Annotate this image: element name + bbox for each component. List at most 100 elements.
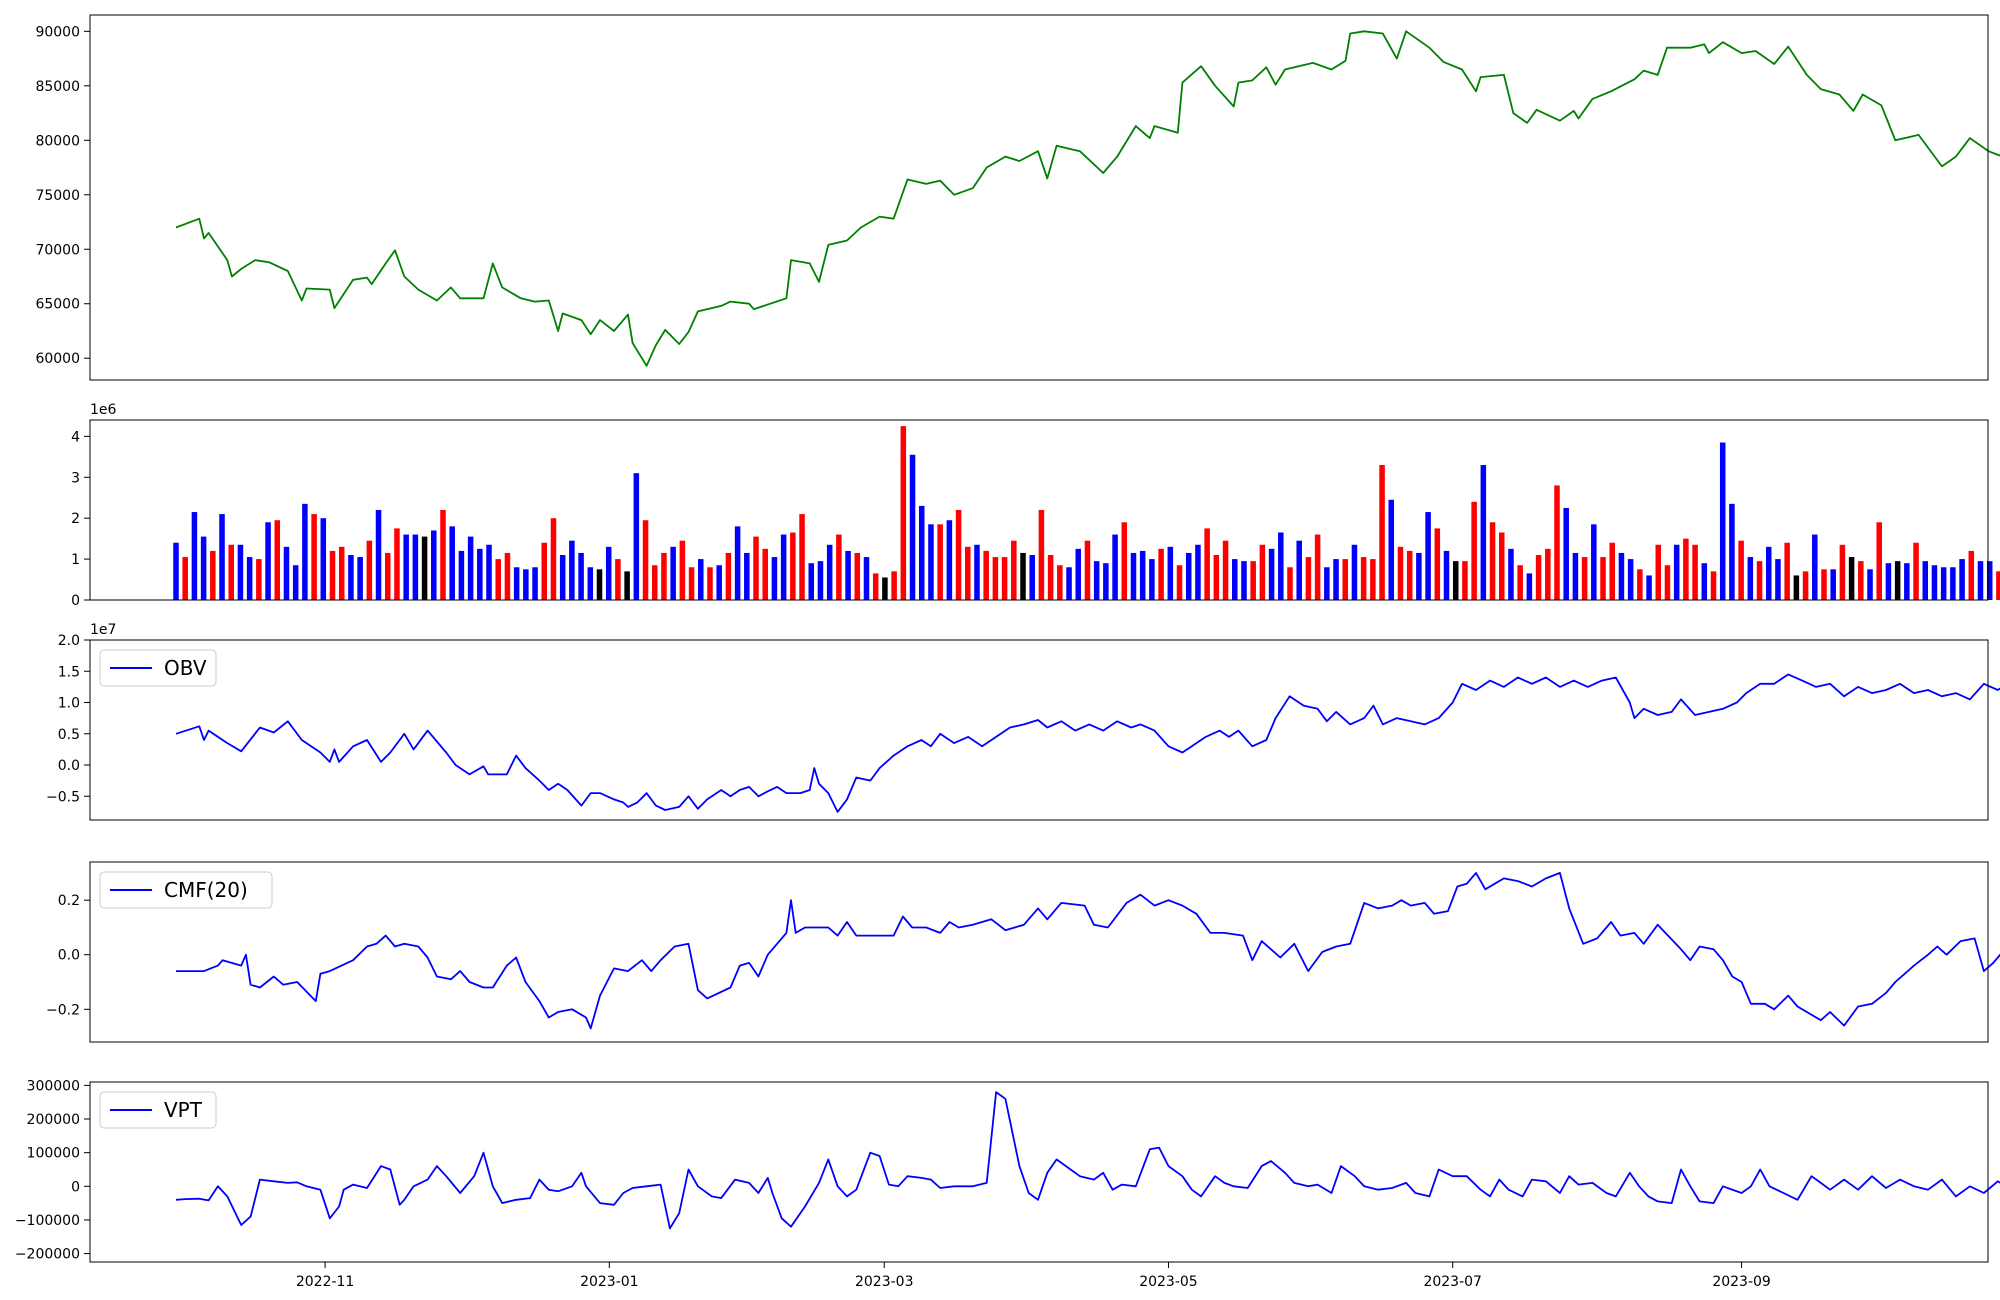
volume-bar bbox=[578, 552, 584, 600]
volume-ytick-label: 4 bbox=[71, 429, 80, 445]
volume-bar bbox=[891, 571, 897, 600]
volume-bar bbox=[449, 526, 455, 600]
volume-bar bbox=[1765, 546, 1772, 600]
obv-ytick-label: 0.0 bbox=[58, 758, 80, 774]
volume-bar bbox=[1848, 557, 1855, 600]
price-ytick-label: 70000 bbox=[35, 242, 80, 258]
volume-bar bbox=[394, 528, 400, 600]
volume-bar bbox=[1388, 499, 1395, 600]
volume-ytick-label: 1 bbox=[71, 552, 80, 568]
volume-bar bbox=[1719, 442, 1726, 600]
volume-bar bbox=[661, 552, 667, 600]
volume-bar bbox=[1885, 563, 1892, 600]
xtick-label: 2023-09 bbox=[1712, 1274, 1771, 1290]
volume-bar bbox=[1637, 569, 1643, 600]
vpt-axes-frame bbox=[89, 1081, 1989, 1263]
volume-bar bbox=[1204, 528, 1210, 600]
cmf-ytick-label: 0.0 bbox=[58, 948, 80, 964]
vpt-ytick-label: 300000 bbox=[27, 1078, 80, 1094]
volume-bar bbox=[937, 524, 943, 600]
volume-bar bbox=[1259, 544, 1266, 600]
volume-bar bbox=[1729, 503, 1735, 600]
volume-bar bbox=[559, 555, 566, 600]
volume-bar bbox=[1066, 567, 1072, 600]
volume-bar bbox=[1922, 561, 1929, 600]
volume-bar bbox=[495, 559, 501, 600]
volume-bar bbox=[311, 514, 317, 600]
price-ytick-label: 80000 bbox=[35, 133, 80, 149]
volume-bar bbox=[1480, 465, 1487, 600]
volume-bar bbox=[872, 573, 879, 600]
volume-bar bbox=[1673, 544, 1680, 600]
cmf-panel: CMF(20) bbox=[84, 861, 2000, 1043]
volume-bar bbox=[1324, 567, 1330, 600]
volume-bar bbox=[1977, 561, 1984, 600]
volume-bar bbox=[532, 567, 538, 600]
volume-bar bbox=[541, 542, 548, 600]
volume-bar bbox=[504, 552, 511, 600]
volume-bar bbox=[1370, 559, 1376, 600]
price-series-line bbox=[175, 30, 2000, 367]
volume-bar bbox=[210, 550, 216, 600]
volume-bar bbox=[698, 559, 704, 600]
volume-bar bbox=[762, 548, 768, 600]
volume-bar bbox=[863, 557, 870, 600]
vpt-ytick-label: 100000 bbox=[27, 1146, 80, 1162]
volume-bar bbox=[1793, 575, 1800, 600]
volume-bar bbox=[1149, 559, 1155, 600]
cmf-axes-frame bbox=[89, 861, 1989, 1043]
price-ytick-label: 85000 bbox=[35, 79, 80, 95]
volume-bar bbox=[716, 565, 722, 600]
volume-bar bbox=[1812, 534, 1818, 600]
volume-bar bbox=[900, 426, 907, 600]
volume-bar bbox=[1471, 501, 1477, 600]
volume-bar bbox=[955, 510, 962, 600]
volume-bar bbox=[744, 552, 750, 600]
volume-bar bbox=[854, 552, 861, 600]
price-axes-frame bbox=[89, 14, 1989, 381]
volume-bar bbox=[808, 563, 815, 600]
obv-ytick-label: 2.0 bbox=[58, 633, 80, 649]
volume-bar bbox=[357, 557, 363, 600]
volume-bar bbox=[1020, 552, 1026, 600]
volume-bar bbox=[1241, 561, 1247, 600]
volume-bar bbox=[670, 546, 676, 600]
volume-bar bbox=[1858, 561, 1864, 600]
volume-bar bbox=[1821, 569, 1827, 600]
volume-bar bbox=[1655, 544, 1662, 600]
volume-bar bbox=[200, 536, 207, 600]
volume-bar bbox=[477, 548, 483, 600]
volume-bar bbox=[1554, 485, 1560, 600]
cmf-ytick-label: −0.2 bbox=[46, 1002, 80, 1018]
volume-bar bbox=[228, 544, 234, 600]
volume-bar bbox=[1738, 540, 1744, 600]
volume-bar bbox=[1011, 540, 1017, 600]
volume-bar bbox=[550, 518, 557, 600]
vpt-ytick-label: −200000 bbox=[15, 1247, 80, 1263]
volume-bar bbox=[1057, 565, 1063, 600]
volume-bar bbox=[790, 532, 796, 600]
vpt-ytick-label: 0 bbox=[71, 1179, 80, 1195]
volume-bar bbox=[338, 546, 345, 600]
volume-bar bbox=[1913, 542, 1919, 600]
volume-bar bbox=[458, 550, 465, 600]
volume-bar bbox=[329, 550, 336, 600]
volume-bar bbox=[1747, 557, 1754, 600]
volume-panel bbox=[84, 419, 2000, 601]
volume-bar bbox=[1195, 544, 1201, 600]
volume-bar bbox=[1830, 569, 1836, 600]
volume-bar bbox=[1775, 559, 1781, 600]
volume-bar bbox=[1416, 552, 1422, 600]
volume-bar bbox=[1287, 567, 1293, 600]
volume-bar bbox=[1342, 559, 1348, 600]
volume-bar bbox=[845, 550, 851, 600]
volume-bar bbox=[882, 577, 888, 600]
volume-bar bbox=[1296, 540, 1302, 600]
cmf-series-line bbox=[176, 872, 2000, 1030]
volume-bar bbox=[486, 544, 492, 600]
volume-bar bbox=[605, 546, 612, 600]
volume-bar bbox=[836, 534, 842, 600]
volume-bar bbox=[753, 536, 759, 600]
volume-bar bbox=[569, 540, 575, 600]
